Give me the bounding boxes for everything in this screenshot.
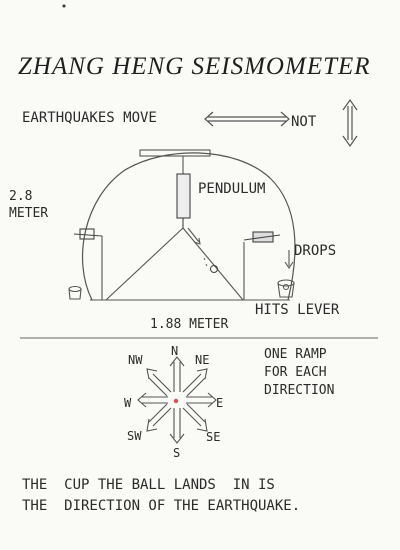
compass-label-sw: SW	[127, 429, 142, 443]
compass-center-dot	[173, 398, 179, 404]
seismometer-dome-outline	[81, 152, 296, 301]
northeast-arrow	[182, 373, 202, 393]
compass-label-e: E	[216, 396, 224, 410]
caption-line-1: THE CUP THE BALL LANDS IN IS	[22, 477, 275, 493]
ramp-note-line-2: FOR EACH	[264, 365, 327, 380]
caption-line-2: THE DIRECTION OF THE EARTHQUAKE.	[22, 498, 301, 514]
pendulum-label: PENDULUM	[198, 181, 266, 197]
left-cup	[68, 285, 82, 300]
earthquakes-move-label: EARTHQUAKES MOVE	[22, 110, 157, 126]
compass-label-w: W	[124, 396, 132, 410]
compass-label-ne: NE	[195, 353, 210, 367]
northwest-arrow	[152, 373, 172, 393]
hits-lever-label: HITS LEVER	[255, 302, 340, 318]
falling-ball	[210, 265, 218, 273]
height-unit-label: METER	[9, 206, 49, 221]
height-value-label: 2.8	[9, 189, 33, 204]
right-cup	[277, 279, 295, 298]
compass-label-n: N	[171, 344, 179, 358]
vertical-arrow-icon	[342, 98, 358, 148]
drops-arrow-icon	[284, 250, 294, 269]
motion-arrow-icon	[187, 227, 201, 245]
not-label: NOT	[291, 114, 317, 130]
compass-rose	[137, 356, 217, 444]
southeast-arrow	[182, 407, 202, 427]
base-width-label: 1.88 METER	[150, 317, 229, 332]
compass-label-s: S	[173, 446, 181, 460]
left-lever	[79, 228, 95, 240]
pendulum-body	[176, 173, 191, 219]
stray-mark	[62, 4, 66, 8]
drops-label: DROPS	[294, 243, 337, 259]
compass-label-se: SE	[206, 430, 221, 444]
ramp-note-line-3: DIRECTION	[264, 383, 335, 398]
compass-label-nw: NW	[128, 353, 143, 367]
page-title: ZHANG HENG SEISMOMETER	[18, 53, 371, 80]
southwest-arrow	[152, 407, 172, 427]
ramp-note-line-1: ONE RAMP	[264, 347, 327, 362]
horizontal-arrow-icon	[204, 111, 290, 127]
frame-support-lines	[90, 227, 290, 301]
top-crossbar	[139, 149, 211, 157]
